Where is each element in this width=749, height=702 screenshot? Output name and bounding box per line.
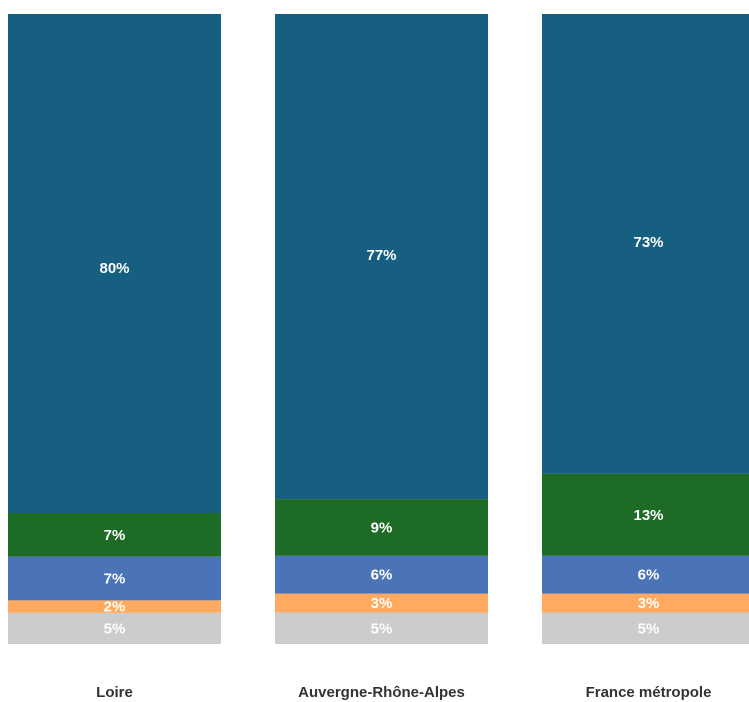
bar-segment-2-4 [542,14,749,474]
bar-segment-1-3 [275,499,488,556]
bar-segment-0-0 [8,612,221,644]
segment-labels-group: 5% 2% 7% 7% 80% 5% 3% 6% 9% 77% 5% 3% 6% 13% 73% [99,234,663,637]
bar-segment-1-1 [275,593,488,613]
segment-value-label: 73% [633,234,663,251]
category-label: France métropole [586,684,712,701]
category-labels-group: Loire Auvergne-Rhône-Alpes France métropol… [96,684,711,701]
category-label: Loire [96,684,133,701]
bar-segment-2-0 [542,612,749,644]
bars-group [8,14,749,644]
segment-value-label: 6% [371,567,393,584]
segment-value-label: 5% [638,620,660,637]
segment-value-label: 77% [366,247,396,264]
bar-segment-1-0 [275,612,488,644]
bar-segment-0-2 [8,556,221,601]
bar-segment-0-3 [8,513,221,557]
bar-segment-1-2 [275,555,488,594]
bar-segment-0-4 [8,14,221,514]
segment-value-label: 80% [99,260,129,277]
bar-segment-0-1 [8,600,221,613]
category-label: Auvergne-Rhône-Alpes [298,684,465,701]
segment-value-label: 7% [104,571,126,588]
segment-value-label: 5% [371,620,393,637]
bar-segment-2-2 [542,555,749,594]
bar-segment-1-4 [275,14,488,500]
bar-segment-2-1 [542,593,749,613]
segment-value-label: 13% [633,507,663,524]
segment-value-label: 6% [638,567,660,584]
bar-segment-2-3 [542,473,749,556]
segment-value-label: 2% [104,599,126,616]
segment-value-label: 7% [104,527,126,544]
segment-value-label: 9% [371,519,393,536]
segment-value-label: 3% [638,595,660,612]
segment-value-label: 3% [371,595,393,612]
segment-value-label: 5% [104,620,126,637]
